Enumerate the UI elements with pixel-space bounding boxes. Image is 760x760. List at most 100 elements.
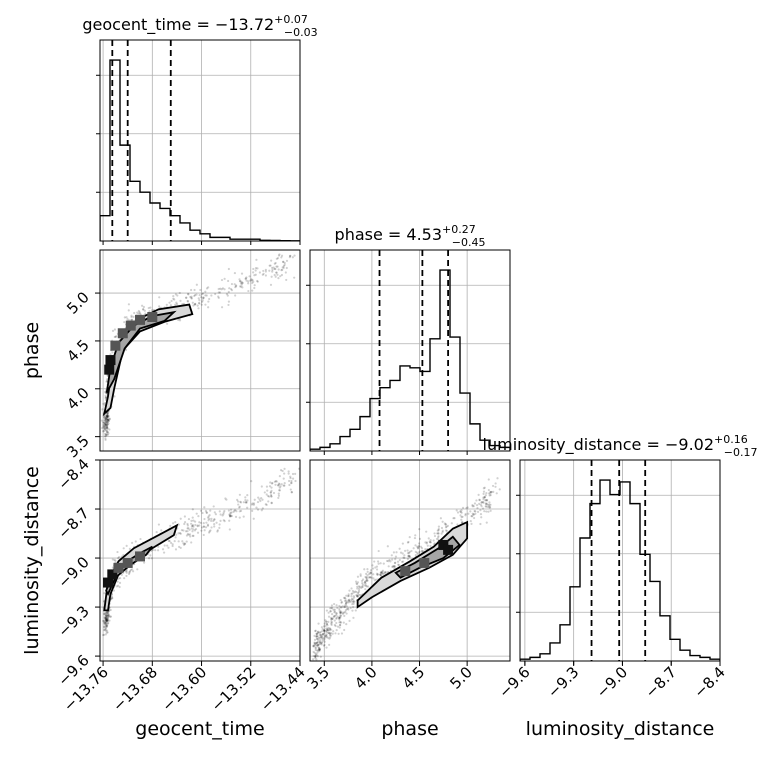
scatter-point — [190, 297, 193, 300]
density-cell — [107, 569, 118, 580]
scatter-point — [481, 507, 485, 510]
scatter-point — [349, 606, 352, 610]
scatter-point — [219, 287, 222, 290]
scatter-point — [280, 273, 284, 277]
scatter-point — [339, 606, 342, 609]
scatter-point — [358, 587, 361, 590]
scatter-point — [347, 599, 351, 602]
scatter-point — [485, 521, 488, 524]
scatter-point — [270, 501, 273, 505]
scatter-point — [103, 419, 106, 422]
scatter-point — [200, 529, 203, 532]
scatter-point — [374, 566, 377, 569]
scatter-point — [172, 522, 175, 525]
scatter-point — [190, 295, 193, 298]
scatter-point — [201, 511, 204, 515]
scatter-point — [103, 429, 106, 432]
scatter-point — [345, 605, 348, 608]
scatter-point — [200, 296, 203, 299]
scatter-point — [389, 560, 392, 563]
scatter-point — [106, 412, 109, 415]
scatter-point — [204, 526, 208, 529]
scatter-point — [487, 492, 491, 495]
scatter-point — [354, 609, 357, 612]
scatter-point — [289, 254, 292, 257]
scatter-point — [315, 633, 319, 636]
scatter-point — [441, 530, 444, 534]
scatter-point — [186, 522, 189, 526]
scatter-point — [102, 619, 105, 622]
scatter-point — [256, 500, 260, 504]
scatter-point — [201, 297, 205, 300]
scatter-point — [379, 573, 382, 576]
scatter-point — [103, 415, 106, 418]
scatter-point — [190, 288, 193, 292]
scatter-point — [201, 292, 205, 295]
scatter-point — [326, 629, 330, 632]
scatter-point — [315, 632, 319, 635]
scatter-point — [488, 505, 491, 508]
scatter-point — [333, 608, 336, 611]
scatter-point — [199, 509, 203, 512]
scatter-point — [338, 617, 341, 620]
scatter-point — [252, 517, 255, 520]
scatter-point — [149, 306, 152, 309]
scatter-point — [104, 419, 107, 422]
scatter-point — [105, 621, 108, 624]
scatter-point — [230, 514, 233, 518]
scatter-point — [103, 423, 106, 426]
scatter-point — [125, 316, 128, 319]
scatter-point — [207, 519, 210, 522]
scatter-point — [227, 303, 230, 307]
scatter-point — [128, 570, 131, 574]
scatter-point — [363, 581, 366, 584]
scatter-point — [105, 618, 108, 622]
scatter-point — [265, 493, 268, 496]
scatter-point — [364, 580, 367, 583]
scatter-point — [329, 616, 333, 619]
scatter-point — [361, 582, 364, 585]
scatter-point — [102, 430, 105, 433]
scatter-point — [257, 496, 260, 499]
scatter-point — [235, 284, 238, 287]
x-tick-label: 3.5 — [304, 663, 334, 693]
scatter-point — [314, 653, 317, 656]
scatter-point — [323, 640, 326, 643]
scatter-point — [323, 629, 326, 633]
scatter-point — [130, 315, 133, 319]
scatter-point — [437, 535, 440, 538]
scatter-point — [347, 593, 350, 596]
scatter-point — [460, 518, 463, 521]
scatter-point — [498, 488, 501, 491]
scatter-point — [105, 621, 108, 624]
scatter-point — [328, 627, 331, 630]
panel-title-phase: phase = 4.53+0.27 −0.45 — [335, 223, 486, 249]
scatter-point — [375, 568, 379, 571]
scatter-point — [273, 262, 276, 265]
scatter-point — [444, 529, 448, 532]
scatter-point — [137, 309, 140, 313]
scatter-point — [111, 596, 114, 599]
scatter-point — [190, 296, 193, 300]
scatter-point — [151, 548, 155, 551]
scatter-point — [329, 632, 332, 636]
scatter-point — [238, 506, 241, 509]
scatter-point — [348, 599, 351, 603]
scatter-point — [244, 277, 247, 280]
scatter-point — [189, 295, 192, 299]
density-cell — [125, 320, 136, 331]
scatter-point — [105, 426, 108, 430]
scatter-point — [106, 412, 109, 415]
scatter-point — [347, 594, 350, 597]
scatter-point — [186, 299, 189, 303]
scatter-point — [102, 621, 106, 624]
scatter-point — [355, 582, 358, 585]
scatter-point — [205, 287, 209, 290]
scatter-point — [104, 396, 107, 399]
scatter-point — [244, 277, 247, 281]
scatter-point — [198, 521, 201, 524]
scatter-point — [202, 525, 206, 528]
scatter-point — [339, 621, 342, 624]
scatter-point — [351, 597, 354, 600]
scatter-point — [242, 515, 245, 518]
